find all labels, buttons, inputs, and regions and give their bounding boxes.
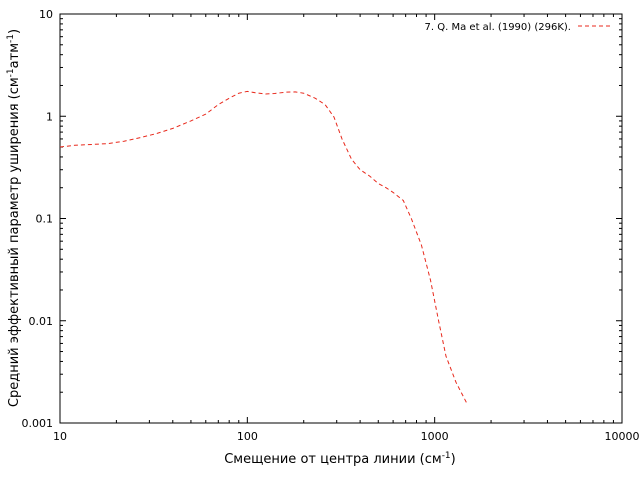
plot-frame bbox=[59, 13, 623, 424]
legend: 7. Q. Ma et al. (1990) (296K). bbox=[425, 22, 612, 33]
tick-labels: 10 100 1000 10000 0.001 0.01 0.1 1 10 bbox=[22, 8, 640, 443]
tick-marks bbox=[59, 14, 622, 424]
x-tick-label: 10000 bbox=[605, 430, 640, 443]
legend-entry-label: 7. Q. Ma et al. (1990) (296K). bbox=[425, 22, 571, 33]
y-tick-label: 0.1 bbox=[36, 213, 54, 226]
x-tick-label: 1000 bbox=[421, 430, 449, 443]
y-tick-label: 0.01 bbox=[29, 315, 54, 328]
x-tick-label: 100 bbox=[237, 430, 258, 443]
x-axis-label: Смещение от центра линии (см-1) bbox=[224, 451, 456, 467]
y-tick-label: 1 bbox=[46, 110, 53, 123]
y-tick-label: 0.001 bbox=[22, 417, 54, 430]
series-layer bbox=[59, 90, 469, 406]
x-tick-label: 10 bbox=[53, 430, 67, 443]
series-line bbox=[59, 90, 469, 406]
y-axis-label: Средний эффективный параметр уширения (с… bbox=[6, 29, 22, 407]
y-tick-label: 10 bbox=[39, 8, 53, 21]
